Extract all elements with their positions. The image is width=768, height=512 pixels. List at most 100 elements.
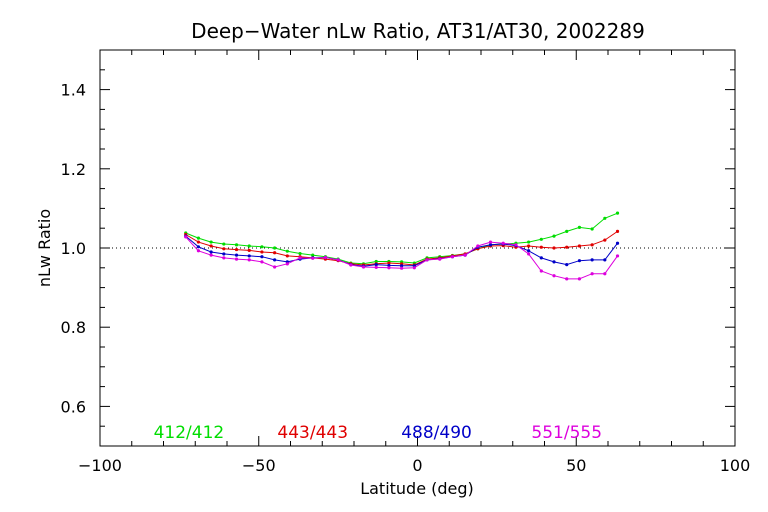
data-point (311, 253, 315, 257)
data-point (196, 245, 201, 249)
data-point (590, 243, 594, 247)
data-point (577, 259, 582, 263)
data-point (247, 258, 251, 262)
data-point (603, 216, 607, 220)
x-tick-label: 50 (566, 456, 586, 475)
legend: 412/412 443/443 488/490 551/555 (154, 423, 602, 443)
data-point (374, 259, 378, 264)
data-point (209, 250, 213, 254)
data-point (387, 263, 391, 268)
data-point (552, 246, 556, 250)
data-point (565, 277, 569, 281)
data-point (260, 255, 264, 259)
data-point (603, 258, 607, 262)
data-point (565, 245, 569, 249)
legend-entry: 488/490 (401, 423, 472, 443)
data-point (603, 238, 607, 242)
data-point (527, 252, 531, 256)
y-tick-label: 0.6 (61, 397, 86, 416)
data-point (539, 237, 543, 241)
data-point (349, 263, 353, 267)
data-point (615, 254, 620, 258)
data-point (387, 266, 391, 270)
data-point (501, 241, 505, 245)
data-point (552, 274, 556, 278)
data-point (247, 248, 251, 252)
data-point (514, 243, 518, 247)
data-point (539, 245, 543, 249)
data-point (247, 244, 251, 248)
data-point (552, 234, 556, 238)
data-point (184, 235, 188, 239)
series-4 (184, 235, 620, 281)
data-point (273, 258, 277, 262)
series-line (185, 236, 618, 280)
data-point (361, 265, 366, 269)
data-point (234, 243, 239, 247)
data-point (615, 211, 620, 215)
data-point (527, 249, 531, 253)
data-point (539, 256, 543, 260)
series-layer (184, 211, 620, 281)
data-point (438, 257, 442, 261)
data-point (615, 241, 620, 245)
data-point (285, 249, 289, 253)
y-tick-label: 1.2 (61, 160, 86, 179)
data-point (412, 266, 416, 270)
data-point (476, 244, 480, 248)
x-axis-label: Latitude (deg) (360, 479, 474, 498)
data-point (196, 240, 201, 244)
legend-entry: 443/443 (277, 423, 348, 443)
data-point (603, 272, 607, 276)
data-point (260, 245, 264, 249)
data-point (260, 260, 264, 264)
data-point (323, 255, 328, 260)
data-point (577, 277, 582, 281)
legend-entry: 551/555 (531, 423, 602, 443)
data-point (539, 269, 543, 273)
data-point (590, 258, 594, 262)
data-point (311, 256, 315, 260)
data-point (565, 229, 569, 233)
x-tick-label: 0 (412, 456, 422, 475)
y-tick-label: 0.8 (61, 318, 86, 337)
y-tick-label: 1.4 (61, 81, 86, 100)
legend-entry: 412/412 (154, 423, 225, 443)
data-point (400, 266, 404, 270)
chart-title: Deep−Water nLw Ratio, AT31/AT30, 2002289 (191, 19, 645, 43)
data-point (374, 265, 378, 270)
data-point (527, 244, 531, 248)
data-point (273, 265, 277, 269)
x-tick-label: 100 (720, 456, 751, 475)
data-point (552, 260, 556, 264)
data-point (285, 262, 289, 266)
data-point (247, 254, 251, 258)
data-point (298, 251, 302, 256)
data-point (425, 258, 429, 262)
y-axis-label: nLw Ratio (35, 209, 54, 287)
data-point (336, 258, 340, 262)
data-point (234, 253, 239, 257)
x-tick-label: −50 (242, 456, 276, 475)
data-point (400, 264, 404, 268)
y-tick-label: 1.0 (61, 239, 86, 258)
data-point (450, 255, 455, 259)
data-point (273, 251, 277, 255)
data-point (374, 263, 378, 267)
data-point (273, 246, 277, 250)
data-point (463, 253, 467, 257)
data-point (565, 263, 569, 267)
data-point (285, 254, 289, 258)
data-point (260, 250, 264, 254)
data-point (234, 247, 239, 252)
data-point (209, 253, 213, 257)
data-point (488, 243, 493, 247)
data-point (590, 227, 594, 231)
data-point (298, 256, 302, 260)
data-point (488, 240, 493, 244)
data-point (577, 244, 582, 248)
data-point (222, 247, 226, 251)
data-point (196, 236, 201, 240)
data-point (222, 256, 226, 260)
